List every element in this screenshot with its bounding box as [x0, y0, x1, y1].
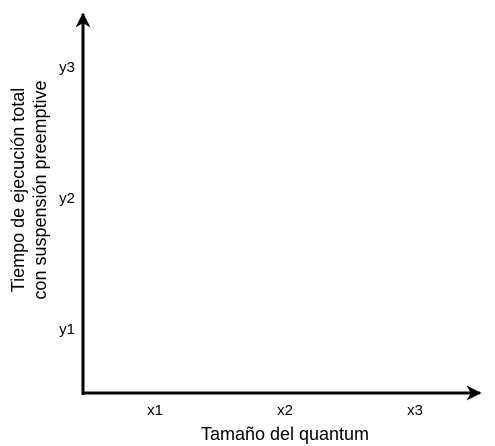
y-tick-label: y1 [59, 321, 75, 338]
x-tick-label: x2 [277, 402, 293, 419]
x-tick-label: x1 [147, 402, 163, 419]
y-axis-label-line-1: Tiempo de ejecución total [8, 88, 28, 292]
y-tick-label: y2 [59, 190, 75, 207]
x-tick-label: x3 [407, 402, 423, 419]
x-tick-labels: x1 x2 x3 [147, 402, 423, 419]
y-tick-label: y3 [59, 59, 75, 76]
y-axis-label: Tiempo de ejecución total con suspensión… [8, 80, 50, 299]
y-tick-labels: y1 y2 y3 [59, 59, 75, 338]
y-axis-label-line-2: con suspensión preemptive [30, 80, 50, 299]
x-axis-label: Tamaño del quantum [201, 424, 369, 444]
